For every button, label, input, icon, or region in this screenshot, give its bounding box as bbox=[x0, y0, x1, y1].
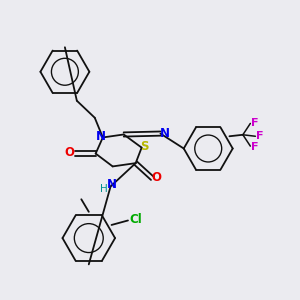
Text: O: O bbox=[152, 171, 162, 184]
Text: H: H bbox=[100, 184, 108, 194]
Text: N: N bbox=[95, 130, 105, 143]
Text: N: N bbox=[160, 127, 170, 140]
Text: F: F bbox=[251, 118, 259, 128]
Text: S: S bbox=[140, 140, 148, 153]
Text: O: O bbox=[64, 146, 74, 160]
Text: N: N bbox=[106, 178, 116, 190]
Text: F: F bbox=[251, 142, 259, 152]
Text: Cl: Cl bbox=[129, 213, 142, 226]
Text: F: F bbox=[256, 131, 264, 141]
